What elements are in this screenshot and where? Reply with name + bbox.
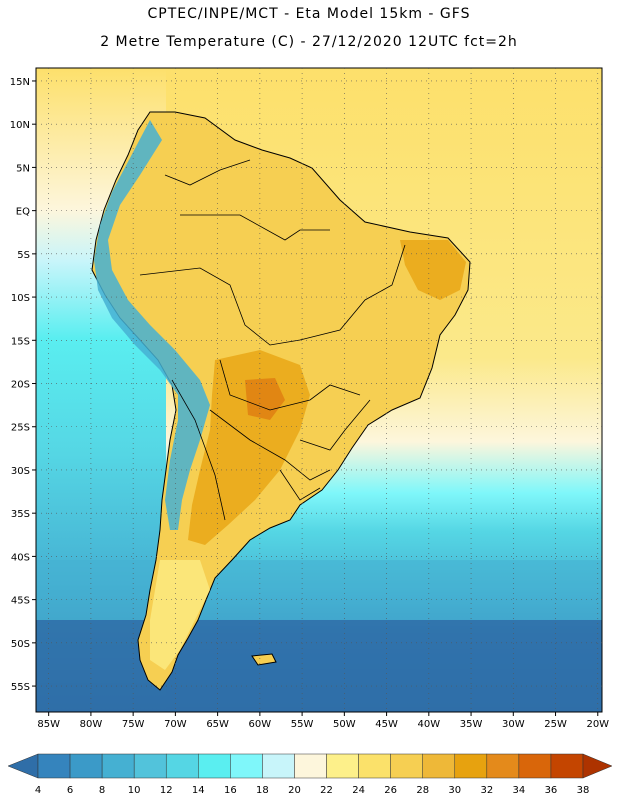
- very-hot-core: [245, 378, 285, 420]
- colorbar-label: 20: [288, 785, 301, 796]
- colorbar-left-arrow: [7, 753, 39, 779]
- colorbar-swatch: [101, 753, 135, 779]
- lon-label: 45W: [375, 719, 398, 730]
- colorbar-label: 18: [256, 785, 269, 796]
- lat-label: 40S: [11, 552, 30, 563]
- lat-label: 35S: [11, 509, 30, 520]
- colorbar-swatch: [518, 753, 552, 779]
- lon-label: 85W: [37, 719, 60, 730]
- colorbar-label: 14: [192, 785, 205, 796]
- lat-label: 20S: [11, 380, 30, 391]
- lat-label: 5S: [17, 250, 30, 261]
- colorbar: [7, 753, 613, 779]
- colorbar-swatch: [165, 753, 199, 779]
- colorbar-swatch: [37, 753, 71, 779]
- lon-label: 35W: [460, 719, 483, 730]
- map-title: CPTEC/INPE/MCT - Eta Model 15km - GFS: [147, 6, 471, 22]
- lat-label: 50S: [11, 639, 30, 650]
- falkland-islands: [251, 653, 277, 666]
- colorbar-swatch: [550, 753, 584, 779]
- colorbar-label: 6: [67, 785, 73, 796]
- lat-label: 10S: [11, 293, 30, 304]
- colorbar-swatch: [133, 753, 167, 779]
- colorbar-right-arrow: [582, 753, 613, 779]
- colorbar-label: 28: [416, 785, 429, 796]
- southern-ocean-cold-band: [36, 620, 602, 712]
- colorbar-labels: 4 6 8 10 12 14 16 18 20 22 24 26 28 30 32 34 36 38: [35, 785, 590, 796]
- colorbar-label: 12: [160, 785, 173, 796]
- lat-label: 5N: [16, 163, 30, 174]
- lon-label: 25W: [544, 719, 567, 730]
- lat-label: 45S: [11, 596, 30, 607]
- colorbar-label: 32: [480, 785, 493, 796]
- andes-cold-strip: [94, 120, 210, 530]
- map-field: [36, 68, 602, 712]
- colorbar-swatch: [326, 753, 359, 779]
- colorbar-swatch: [358, 753, 391, 779]
- map-subtitle: 2 Metre Temperature (C) - 27/12/2020 12U…: [100, 34, 518, 50]
- southern-ocean-mid-band: [36, 560, 602, 620]
- plot-frame: [35, 67, 603, 713]
- colorbar-label: 38: [577, 785, 590, 796]
- colorbar-label: 34: [513, 785, 526, 796]
- colorbar-swatch: [486, 753, 520, 779]
- lat-label: 55S: [11, 682, 30, 693]
- colorbar-swatch: [230, 753, 263, 779]
- lat-label: 10N: [10, 120, 30, 131]
- lon-label: 65W: [206, 719, 229, 730]
- colorbar-label: 30: [448, 785, 461, 796]
- lat-label: 25S: [11, 423, 30, 434]
- colorbar-swatch: [390, 753, 423, 779]
- colorbar-label: 24: [352, 785, 365, 796]
- colorbar-label: 16: [224, 785, 237, 796]
- colorbar-label: 26: [384, 785, 397, 796]
- colorbar-label: 8: [99, 785, 105, 796]
- lat-label: 15S: [11, 336, 30, 347]
- lon-label: 40W: [418, 719, 441, 730]
- lon-label: 50W: [333, 719, 356, 730]
- latitude-labels: 15N 10N 5N EQ 5S 10S 15S 20S 25S 30S 35S 40S 45S 50S 5…: [10, 77, 36, 693]
- colorbar-swatch: [454, 753, 488, 779]
- lon-label: 30W: [502, 719, 525, 730]
- colorbar-label: 36: [545, 785, 558, 796]
- lat-label: 30S: [11, 466, 30, 477]
- colorbar-swatch: [262, 753, 295, 779]
- lon-label: 55W: [291, 719, 314, 730]
- lon-label: 75W: [122, 719, 145, 730]
- hot-northeast-region: [400, 240, 466, 300]
- lat-label: 15N: [10, 77, 30, 88]
- longitude-labels: 85W 80W 75W 70W 65W 60W 55W 50W 45W 40W 35W 30W 25W 2…: [37, 712, 609, 730]
- lon-label: 80W: [80, 719, 103, 730]
- colorbar-label: 10: [128, 785, 141, 796]
- colorbar-swatch: [69, 753, 103, 779]
- colorbar-label: 4: [35, 785, 41, 796]
- colorbar-swatch: [198, 753, 231, 779]
- colorbar-swatch: [422, 753, 456, 779]
- patagonia-cool-region: [150, 560, 210, 670]
- colorbar-swatch: [294, 753, 327, 779]
- lon-label: 70W: [164, 719, 187, 730]
- lat-label: EQ: [16, 207, 30, 218]
- colorbar-label: 22: [320, 785, 333, 796]
- lon-label: 20W: [586, 719, 609, 730]
- country-borders: [139, 159, 406, 521]
- lon-label: 60W: [249, 719, 272, 730]
